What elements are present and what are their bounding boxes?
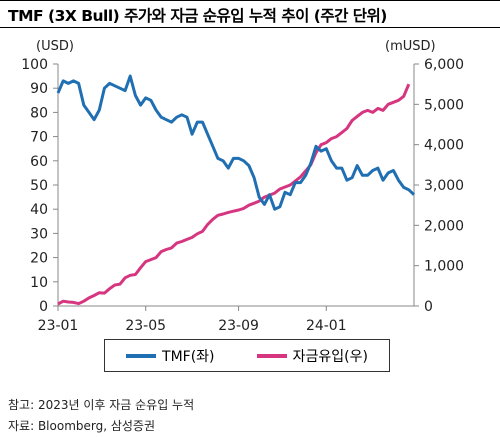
legend-item-tmf: TMF(좌) bbox=[126, 346, 215, 366]
chart-title: TMF (3X Bull) 주가와 자금 순유입 누적 추이 (주간 단위) bbox=[8, 7, 387, 25]
legend-swatch-flow bbox=[256, 353, 287, 358]
x-tick-label: 23-09 bbox=[218, 318, 259, 334]
right-tick-label: 2,000 bbox=[424, 218, 464, 234]
left-tick-label: 70 bbox=[30, 130, 48, 146]
right-tick-label: 3,000 bbox=[424, 178, 464, 194]
legend-item-flow: 자금유입(우) bbox=[256, 346, 368, 366]
right-axis-unit: (mUSD) bbox=[385, 39, 436, 54]
chart-notes: 참고: 2023년 이후 자금 순유입 누적 자료: Bloomberg, 삼성… bbox=[8, 395, 194, 437]
series-line-flow bbox=[57, 83, 411, 306]
x-tick-label: 24-01 bbox=[306, 318, 347, 334]
right-tick-label: 0 bbox=[424, 299, 433, 315]
right-tick-label: 1,000 bbox=[424, 259, 464, 275]
chart-legend: TMF(좌) 자금유입(우) bbox=[104, 339, 390, 372]
left-tick-label: 60 bbox=[30, 154, 48, 170]
left-tick-label: 100 bbox=[21, 57, 48, 73]
right-tick-label: 4,000 bbox=[424, 138, 464, 154]
legend-swatch-tmf bbox=[126, 353, 157, 358]
title-bottom-rule bbox=[0, 27, 500, 28]
left-tick-label: 40 bbox=[30, 202, 48, 218]
left-tick-label: 80 bbox=[30, 105, 48, 121]
left-tick-label: 0 bbox=[39, 299, 48, 315]
legend-label-tmf: TMF(좌) bbox=[162, 348, 215, 365]
title-top-rule bbox=[0, 0, 500, 1]
legend-label-flow: 자금유입(우) bbox=[292, 348, 368, 365]
x-tick-label: 23-05 bbox=[125, 318, 166, 334]
left-tick-label: 10 bbox=[30, 275, 48, 291]
x-tick-label: 23-01 bbox=[38, 318, 79, 334]
chart-canvas: (USD) (mUSD) 0 10 20 30 40 50 60 70 80 90 100 0 1,00… bbox=[21, 39, 464, 334]
note-source: 자료: Bloomberg, 삼성증권 bbox=[8, 419, 156, 433]
left-axis-unit: (USD) bbox=[36, 39, 74, 54]
note-reference: 참고: 2023년 이후 자금 순유입 누적 bbox=[8, 398, 195, 412]
left-tick-label: 90 bbox=[30, 81, 48, 97]
left-tick-label: 50 bbox=[30, 178, 48, 194]
right-tick-label: 6,000 bbox=[424, 57, 464, 73]
series-line-tmf bbox=[56, 74, 416, 211]
right-tick-label: 5,000 bbox=[424, 97, 464, 113]
left-tick-label: 20 bbox=[30, 251, 48, 267]
left-tick-label: 30 bbox=[30, 226, 48, 242]
